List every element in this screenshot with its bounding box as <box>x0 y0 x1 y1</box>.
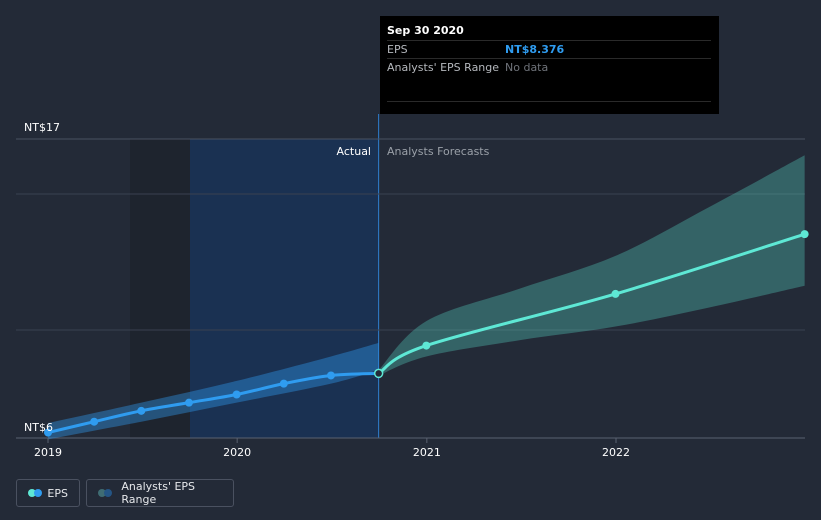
forecast-eps-line <box>377 232 807 375</box>
legend-range-label: Analysts' EPS Range <box>121 480 196 506</box>
range-legend-icon <box>98 489 112 497</box>
forecast-region-label: Analysts Forecasts <box>387 145 490 158</box>
tooltip-range-value: No data <box>505 61 549 74</box>
actual-highlight <box>190 139 379 438</box>
selected-eps-point <box>373 368 384 379</box>
actual-eps-point <box>44 428 52 437</box>
actual-eps-point <box>232 390 241 399</box>
x-tick-label: 2019 <box>34 446 62 459</box>
legend-eps-label: EPS <box>47 486 68 500</box>
actual-eps-point <box>184 398 193 407</box>
actual-eps-range-band <box>48 342 379 440</box>
tooltip-eps-value: NT$8.376 <box>505 43 565 56</box>
actual-eps-point <box>326 371 335 380</box>
y-axis-bottom-label: NT$6 <box>24 421 53 434</box>
x-tick-label: 2021 <box>413 446 441 459</box>
actual-eps-point <box>137 406 146 415</box>
tooltip-row-eps: EPS NT$8.376 <box>387 40 711 58</box>
tooltip-eps-label: EPS <box>387 43 408 56</box>
forecast-eps-range-band <box>378 155 805 376</box>
x-tick-label: 2022 <box>602 446 630 459</box>
y-axis-top-label: NT$17 <box>24 121 60 134</box>
actual-eps-point <box>90 417 99 426</box>
tooltip-date: Sep 30 2020 <box>387 24 464 37</box>
actual-eps-point <box>279 379 288 388</box>
legend-range-button[interactable]: Analysts' EPS Range <box>86 479 234 507</box>
forecast-eps-point <box>422 341 431 350</box>
past-shade <box>130 139 190 438</box>
tooltip-range-label: Analysts' EPS Range <box>387 61 500 74</box>
forecast-eps-point <box>800 230 809 239</box>
eps-legend-icon <box>28 489 42 497</box>
actual-region-label: Actual <box>337 145 371 158</box>
forecast-eps-point <box>611 289 620 298</box>
legend-eps-button[interactable]: EPS <box>16 479 80 507</box>
x-tick-label: 2020 <box>223 446 251 459</box>
hover-tooltip: Sep 30 2020 EPS NT$8.376 Analysts' EPS R… <box>380 16 719 114</box>
tooltip-divider <box>387 101 711 102</box>
tooltip-row-range: Analysts' EPS Range No data <box>387 58 711 76</box>
